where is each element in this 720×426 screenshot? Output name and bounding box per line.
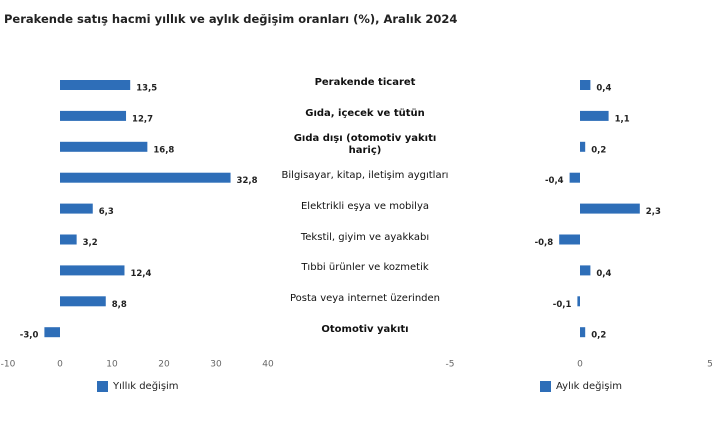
bar xyxy=(580,110,609,121)
x-tick-label: 0 xyxy=(57,360,63,370)
x-tick-label: 40 xyxy=(262,360,274,370)
value-label: 0,4 xyxy=(596,84,611,94)
bar xyxy=(580,80,591,90)
x-tick-label: 10 xyxy=(106,360,118,370)
value-label: 13,5 xyxy=(136,84,157,94)
value-label: 32,8 xyxy=(237,176,258,186)
value-label: 3,2 xyxy=(83,238,98,248)
bar xyxy=(60,172,231,183)
bar xyxy=(559,234,580,245)
value-label: -0,8 xyxy=(535,238,554,248)
x-tick-label: 20 xyxy=(158,360,170,370)
value-label: 12,7 xyxy=(132,114,153,124)
bar xyxy=(60,296,106,307)
x-tick-label: 0 xyxy=(577,360,583,370)
chart-title: Perakende satış hacmi yıllık ve aylık de… xyxy=(4,12,458,26)
legend-swatch xyxy=(540,381,551,392)
bar xyxy=(60,80,131,90)
value-label: 0,4 xyxy=(596,269,611,279)
bar xyxy=(580,141,586,152)
value-label: 16,8 xyxy=(153,145,174,155)
value-label: -0,4 xyxy=(545,176,564,186)
value-label: 6,3 xyxy=(99,207,114,217)
legend-item: Yıllık değişim xyxy=(97,381,179,392)
bar xyxy=(60,265,125,276)
value-label: 0,2 xyxy=(591,145,606,155)
legend-swatch xyxy=(97,381,108,392)
category-label: Tekstil, giyim ve ayakkabı xyxy=(300,231,430,243)
value-label: 1,1 xyxy=(615,114,630,124)
bar xyxy=(580,203,640,214)
bar xyxy=(60,234,77,245)
category-label: Perakende ticaret xyxy=(314,77,416,88)
value-label: 8,8 xyxy=(112,300,127,310)
value-label: -0,1 xyxy=(553,300,572,310)
x-tick-label: -10 xyxy=(1,360,16,370)
legend-label: Yıllık değişim xyxy=(113,381,179,392)
bar xyxy=(569,172,580,183)
bar xyxy=(577,296,580,307)
value-label: 12,4 xyxy=(130,269,151,279)
category-label: Bilgisayar, kitap, iletişim aygıtları xyxy=(281,169,449,181)
category-label: Gıda, içecek ve tütün xyxy=(305,107,425,119)
x-tick-label: 30 xyxy=(210,360,222,370)
category-label: Elektrikli eşya ve mobilya xyxy=(300,200,430,212)
value-label: 0,2 xyxy=(591,331,606,341)
category-label: Tıbbi ürünler ve kozmetik xyxy=(301,262,429,274)
x-tick-label: 5 xyxy=(707,360,713,370)
bar xyxy=(44,327,60,338)
value-label: -3,0 xyxy=(20,331,39,341)
bar xyxy=(60,141,148,152)
legend-label: Aylık değişim xyxy=(556,381,622,392)
category-label: Posta veya internet üzerinden xyxy=(289,293,441,305)
bar xyxy=(580,265,591,276)
category-label: Gıda dışı (otomotiv yakıtı hariç) xyxy=(293,132,437,156)
x-tick-label: -5 xyxy=(446,360,455,370)
bar xyxy=(60,110,127,121)
category-label: Otomotiv yakıtı xyxy=(321,324,409,336)
bar xyxy=(580,327,586,338)
bar xyxy=(60,203,93,214)
legend-item: Aylık değişim xyxy=(540,381,622,392)
value-label: 2,3 xyxy=(646,207,661,217)
